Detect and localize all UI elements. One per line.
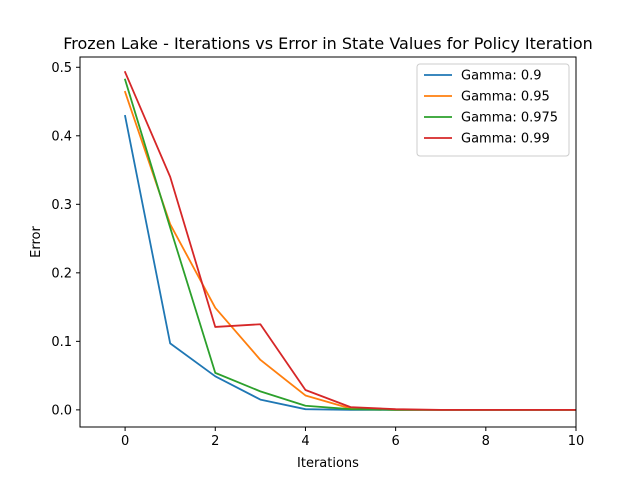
legend-label-0: Gamma: 0.9 [461, 69, 542, 84]
series-line-3 [123, 70, 576, 411]
y-axis-label: Error [29, 226, 44, 258]
y-tick-label-4: 0.4 [51, 129, 72, 144]
y-tick-label-1: 0.1 [51, 335, 72, 350]
series-line-0 [124, 114, 576, 411]
x-tick-label-0: 0 [121, 434, 129, 449]
x-axis-label: Iterations [297, 456, 359, 471]
x-tick-label-4: 8 [482, 434, 490, 449]
legend-label-3: Gamma: 0.99 [461, 132, 550, 147]
plot-frame [79, 56, 577, 428]
legend: Gamma: 0.9 Gamma: 0.95 Gamma: 0.975 Gamma: … [416, 63, 570, 157]
y-tick-label-2: 0.2 [51, 266, 72, 281]
legend-box [416, 63, 570, 157]
plot-area [79, 56, 577, 428]
y-tick-label-3: 0.3 [51, 198, 72, 213]
y-tick-label-0: 0.0 [51, 403, 72, 418]
x-tick-label-3: 6 [391, 434, 399, 449]
x-tick-label-1: 2 [211, 434, 219, 449]
legend-label-2: Gamma: 0.975 [461, 111, 558, 126]
x-tick-label-2: 4 [301, 434, 309, 449]
chart-title: Frozen Lake - Iterations vs Error in Sta… [63, 34, 593, 53]
legend-label-1: Gamma: 0.95 [461, 90, 550, 105]
y-axis: 0.0 0.1 0.2 0.3 0.4 0.5 [51, 61, 80, 418]
x-axis: 0 2 4 6 8 10 [121, 427, 584, 449]
x-tick-label-5: 10 [568, 434, 585, 449]
y-tick-label-5: 0.5 [51, 61, 72, 76]
series-layer [123, 70, 576, 411]
